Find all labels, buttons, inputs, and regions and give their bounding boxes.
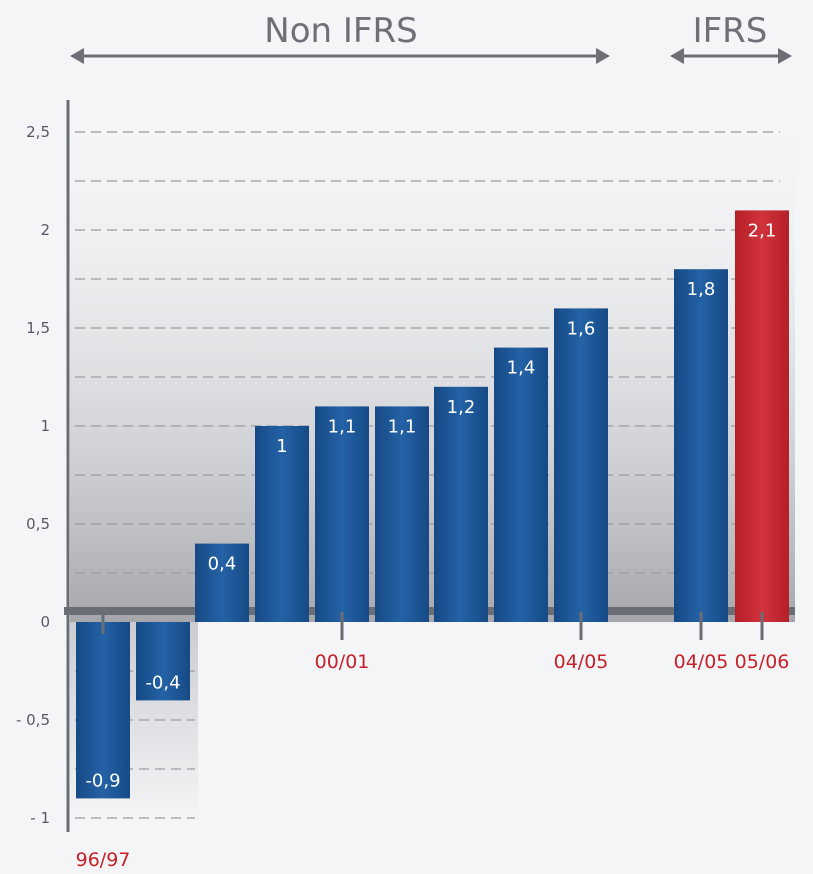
bar	[375, 406, 429, 622]
bars	[76, 210, 789, 799]
y-tick-label: - 1	[30, 809, 50, 827]
y-tick-label: 1	[40, 417, 50, 435]
group-non-ifrs: Non IFRS	[70, 11, 610, 64]
bar	[674, 269, 728, 622]
bar	[434, 386, 488, 622]
bar-value-label: 1	[276, 436, 287, 457]
bar-value-label: -0,9	[85, 770, 120, 791]
x-axis-category-labels: 96/97 00/01 04/05 04/05 05/06	[76, 651, 790, 871]
bar-value-label: 0,4	[208, 554, 237, 575]
group-arrow-right-head	[596, 48, 610, 64]
group-arrow-left-head	[70, 48, 84, 64]
bar-value-label: 2,1	[748, 220, 777, 241]
bar-value-label: 1,6	[567, 318, 596, 339]
x-category-label: 96/97	[76, 849, 131, 871]
x-category-label: 00/01	[315, 651, 370, 673]
group-label-ifrs: IFRS	[693, 11, 768, 51]
bar-value-label: 1,2	[447, 397, 476, 418]
x-category-label: 05/06	[735, 651, 790, 673]
bar	[136, 622, 190, 701]
group-label-non-ifrs: Non IFRS	[264, 11, 417, 51]
bar	[255, 426, 309, 622]
y-tick-label: 1,5	[26, 319, 50, 337]
bar-value-labels: -0,9 -0,4 0,4 1 1,1 1,1 1,2 1,4 1,6 1,8 2,1	[85, 220, 776, 791]
x-category-label: 04/05	[554, 651, 609, 673]
y-tick-label: 2,5	[26, 123, 50, 141]
y-tick-label: - 0,5	[16, 711, 50, 729]
bar-value-label: 1,4	[507, 358, 536, 379]
bar	[554, 308, 608, 622]
bar-value-label: 1,1	[328, 416, 357, 437]
x-axis-tick-marks	[101, 608, 764, 640]
group-arrow-right-head	[778, 48, 792, 64]
bar-value-label: 1,1	[388, 416, 417, 437]
bar	[735, 210, 789, 622]
y-tick-label: 0	[40, 613, 50, 631]
bar	[494, 347, 548, 622]
bar	[76, 622, 130, 799]
group-arrow-left-head	[670, 48, 684, 64]
group-ifrs: IFRS	[670, 11, 792, 64]
y-axis-tick-labels: 2,5 2 1,5 1 0,5 0 - 0,5 - 1	[16, 123, 50, 827]
bar	[315, 406, 369, 622]
y-tick-label: 2	[40, 221, 50, 239]
x-category-label: 04/05	[674, 651, 729, 673]
bar-value-label: 1,8	[687, 279, 716, 300]
y-tick-label: 0,5	[26, 515, 50, 533]
bar-value-label: -0,4	[145, 672, 180, 693]
bar	[195, 543, 249, 622]
